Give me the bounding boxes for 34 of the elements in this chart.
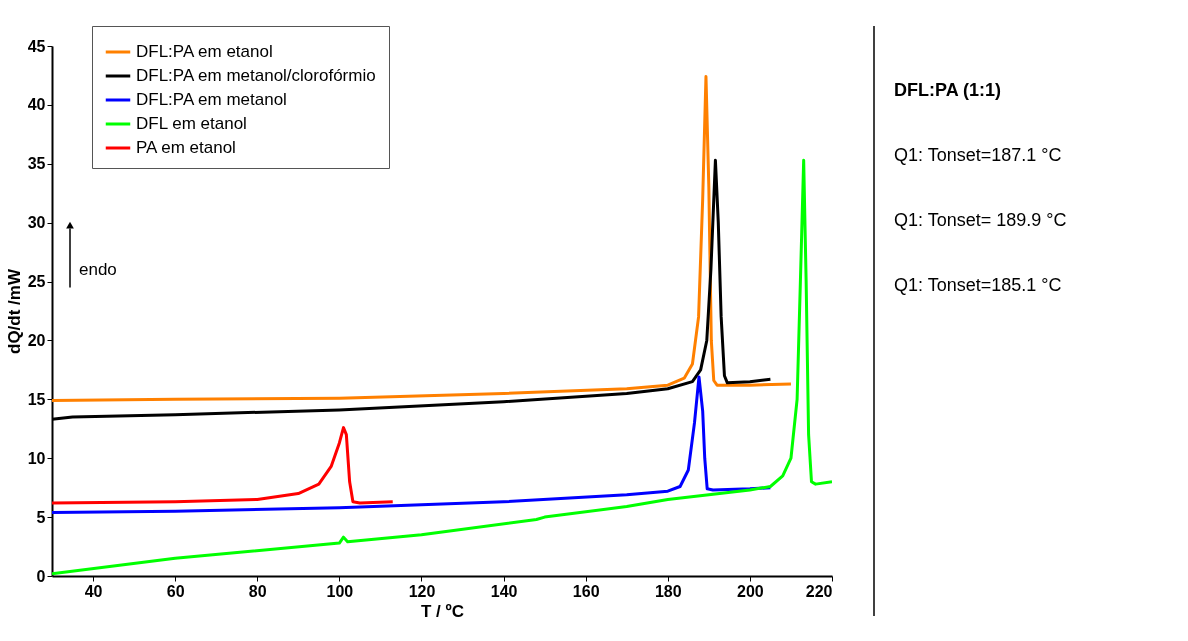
text: DFL:PA (1:1) — [894, 80, 1001, 100]
x-tick-label: 40 — [84, 582, 103, 600]
legend-label: DFL em etanol — [136, 114, 247, 133]
y-tick-label: 40 — [27, 96, 46, 114]
x-tick-label: 100 — [326, 582, 354, 600]
legend-label: DFL:PA em metanol — [136, 90, 287, 109]
y-tick-label: 10 — [27, 449, 46, 467]
x-tick-label: 60 — [166, 582, 185, 600]
text: Q1: Tonset=185.1 °C — [894, 275, 1062, 295]
x-tick-label: 80 — [248, 582, 267, 600]
annotation: endo — [79, 259, 117, 279]
x-tick-label: 180 — [654, 582, 682, 600]
text: Q1: Tonset= 189.9 °C — [894, 210, 1067, 230]
y-tick-label: 45 — [27, 37, 46, 55]
y-axis-title: dQ/dt /mW — [4, 268, 24, 354]
x-tick-label: 120 — [408, 582, 436, 600]
y-tick-label: 35 — [27, 155, 46, 173]
x-tick-label: 220 — [805, 582, 833, 600]
x-axis-title: T / ºC — [420, 601, 465, 621]
y-tick-label: 20 — [27, 331, 46, 349]
y-tick-label: 30 — [27, 214, 46, 232]
y-tick-label: 15 — [27, 390, 46, 408]
line-series — [52, 426, 395, 505]
text: Q1: Tonset=187.1 °C — [894, 145, 1062, 165]
line-series — [52, 375, 772, 514]
y-tick-label: 5 — [36, 508, 46, 526]
legend-label: DFL:PA em metanol/clorofórmio — [136, 66, 376, 85]
x-tick-label: 140 — [490, 582, 518, 600]
x-tick-label: 160 — [572, 582, 600, 600]
legend-label: PA em etanol — [136, 138, 236, 157]
x-tick-label: 200 — [737, 582, 764, 600]
y-tick-label: 25 — [27, 273, 46, 291]
legend-label: DFL:PA em etanol — [136, 42, 273, 61]
y-tick-label: 0 — [36, 567, 46, 585]
